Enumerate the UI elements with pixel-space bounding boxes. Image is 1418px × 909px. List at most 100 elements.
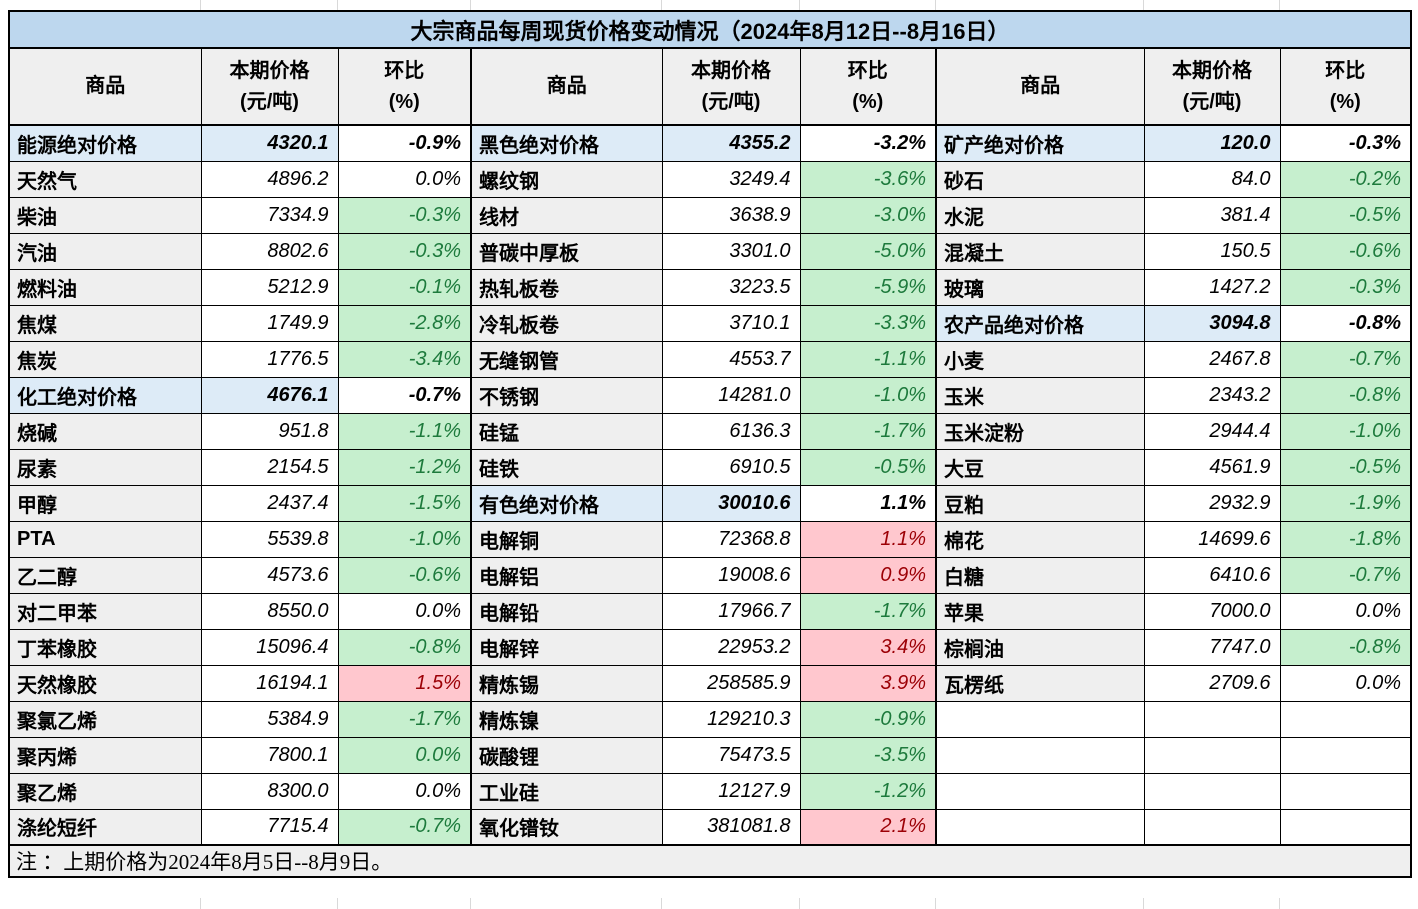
commodity-name-cell[interactable]: 烧碱 bbox=[8, 412, 202, 450]
pct-cell[interactable]: -0.2% bbox=[1279, 160, 1412, 198]
commodity-column-header[interactable]: 商品 bbox=[8, 47, 202, 126]
note-cell[interactable]: 注 ：上期价格为2024年8月5日--8月9日。 bbox=[8, 844, 1412, 878]
price-cell[interactable]: 2944.4 bbox=[1143, 412, 1281, 450]
pct-cell[interactable]: -0.3% bbox=[1279, 268, 1412, 306]
pct-column-header[interactable]: 环比 (%) bbox=[1279, 47, 1412, 126]
commodity-name-cell[interactable]: 聚乙烯 bbox=[8, 772, 202, 810]
commodity-name-cell[interactable]: PTA bbox=[8, 520, 202, 558]
price-cell[interactable]: 1776.5 bbox=[200, 340, 339, 378]
pct-cell[interactable]: -1.0% bbox=[1279, 412, 1412, 450]
commodity-name-cell[interactable] bbox=[935, 736, 1145, 774]
category-name-cell[interactable]: 有色绝对价格 bbox=[470, 484, 663, 522]
price-cell[interactable]: 5539.8 bbox=[200, 520, 339, 558]
commodity-name-cell[interactable]: 白糖 bbox=[935, 556, 1145, 594]
price-cell[interactable]: 381081.8 bbox=[661, 808, 801, 846]
pct-cell[interactable]: -3.2% bbox=[799, 124, 937, 162]
price-cell[interactable]: 381.4 bbox=[1143, 196, 1281, 234]
pct-cell[interactable] bbox=[1279, 808, 1412, 846]
commodity-name-cell[interactable]: 冷轧板卷 bbox=[470, 304, 663, 342]
pct-cell[interactable]: -3.4% bbox=[337, 340, 472, 378]
commodity-name-cell[interactable]: 硅锰 bbox=[470, 412, 663, 450]
price-cell[interactable]: 4320.1 bbox=[200, 124, 339, 162]
pct-cell[interactable]: -0.8% bbox=[1279, 628, 1412, 666]
commodity-name-cell[interactable]: 丁苯橡胶 bbox=[8, 628, 202, 666]
pct-cell[interactable]: -0.7% bbox=[337, 376, 472, 414]
price-cell[interactable] bbox=[1143, 700, 1281, 738]
commodity-name-cell[interactable]: 棕榈油 bbox=[935, 628, 1145, 666]
pct-cell[interactable]: 1.1% bbox=[799, 520, 937, 558]
pct-cell[interactable]: -0.8% bbox=[1279, 376, 1412, 414]
pct-column-header[interactable]: 环比 (%) bbox=[799, 47, 937, 126]
commodity-name-cell[interactable]: 螺纹钢 bbox=[470, 160, 663, 198]
commodity-name-cell[interactable] bbox=[935, 700, 1145, 738]
price-cell[interactable]: 4573.6 bbox=[200, 556, 339, 594]
pct-cell[interactable]: 0.0% bbox=[337, 736, 472, 774]
pct-cell[interactable]: -1.0% bbox=[337, 520, 472, 558]
price-cell[interactable] bbox=[1143, 736, 1281, 774]
pct-cell[interactable]: -0.3% bbox=[337, 232, 472, 270]
pct-cell[interactable]: -1.7% bbox=[799, 412, 937, 450]
commodity-name-cell[interactable]: 玉米 bbox=[935, 376, 1145, 414]
price-cell[interactable]: 19008.6 bbox=[661, 556, 801, 594]
pct-cell[interactable]: -1.1% bbox=[337, 412, 472, 450]
price-cell[interactable]: 4676.1 bbox=[200, 376, 339, 414]
category-name-cell[interactable]: 化工绝对价格 bbox=[8, 376, 202, 414]
price-cell[interactable] bbox=[1143, 808, 1281, 846]
commodity-name-cell[interactable]: 对二甲苯 bbox=[8, 592, 202, 630]
price-cell[interactable]: 2709.6 bbox=[1143, 664, 1281, 702]
price-cell[interactable]: 2437.4 bbox=[200, 484, 339, 522]
price-column-header[interactable]: 本期价格 (元/吨) bbox=[661, 47, 801, 126]
price-cell[interactable]: 15096.4 bbox=[200, 628, 339, 666]
pct-cell[interactable]: 1.5% bbox=[337, 664, 472, 702]
pct-cell[interactable]: 1.1% bbox=[799, 484, 937, 522]
commodity-name-cell[interactable]: 砂石 bbox=[935, 160, 1145, 198]
pct-cell[interactable]: -0.9% bbox=[337, 124, 472, 162]
price-cell[interactable]: 7000.0 bbox=[1143, 592, 1281, 630]
pct-cell[interactable]: -3.0% bbox=[799, 196, 937, 234]
pct-column-header[interactable]: 环比 (%) bbox=[337, 47, 472, 126]
commodity-name-cell[interactable]: 精炼镍 bbox=[470, 700, 663, 738]
commodity-name-cell[interactable]: 小麦 bbox=[935, 340, 1145, 378]
commodity-name-cell[interactable]: 天然橡胶 bbox=[8, 664, 202, 702]
commodity-name-cell[interactable]: 无缝钢管 bbox=[470, 340, 663, 378]
commodity-name-cell[interactable]: 涤纶短纤 bbox=[8, 808, 202, 846]
price-cell[interactable]: 4896.2 bbox=[200, 160, 339, 198]
commodity-name-cell[interactable]: 普碳中厚板 bbox=[470, 232, 663, 270]
commodity-name-cell[interactable]: 燃料油 bbox=[8, 268, 202, 306]
price-cell[interactable]: 30010.6 bbox=[661, 484, 801, 522]
price-column-header[interactable]: 本期价格 (元/吨) bbox=[1143, 47, 1281, 126]
pct-cell[interactable]: 3.4% bbox=[799, 628, 937, 666]
pct-cell[interactable]: -0.6% bbox=[1279, 232, 1412, 270]
commodity-name-cell[interactable]: 柴油 bbox=[8, 196, 202, 234]
commodity-name-cell[interactable]: 尿素 bbox=[8, 448, 202, 486]
price-cell[interactable]: 3094.8 bbox=[1143, 304, 1281, 342]
pct-cell[interactable]: -1.2% bbox=[799, 772, 937, 810]
price-cell[interactable]: 6410.6 bbox=[1143, 556, 1281, 594]
pct-cell[interactable]: -0.5% bbox=[799, 448, 937, 486]
pct-cell[interactable]: -0.7% bbox=[1279, 340, 1412, 378]
category-name-cell[interactable]: 能源绝对价格 bbox=[8, 124, 202, 162]
commodity-name-cell[interactable]: 玻璃 bbox=[935, 268, 1145, 306]
price-cell[interactable]: 12127.9 bbox=[661, 772, 801, 810]
price-cell[interactable]: 3638.9 bbox=[661, 196, 801, 234]
price-cell[interactable]: 6910.5 bbox=[661, 448, 801, 486]
price-cell[interactable]: 84.0 bbox=[1143, 160, 1281, 198]
commodity-name-cell[interactable]: 焦炭 bbox=[8, 340, 202, 378]
price-cell[interactable]: 5384.9 bbox=[200, 700, 339, 738]
price-cell[interactable]: 5212.9 bbox=[200, 268, 339, 306]
category-name-cell[interactable]: 黑色绝对价格 bbox=[470, 124, 663, 162]
price-cell[interactable]: 129210.3 bbox=[661, 700, 801, 738]
pct-cell[interactable]: -0.8% bbox=[1279, 304, 1412, 342]
price-cell[interactable]: 258585.9 bbox=[661, 664, 801, 702]
pct-cell[interactable]: -0.3% bbox=[337, 196, 472, 234]
price-cell[interactable]: 8550.0 bbox=[200, 592, 339, 630]
commodity-column-header[interactable]: 商品 bbox=[935, 47, 1145, 126]
price-cell[interactable]: 2343.2 bbox=[1143, 376, 1281, 414]
price-cell[interactable]: 951.8 bbox=[200, 412, 339, 450]
commodity-name-cell[interactable]: 豆粕 bbox=[935, 484, 1145, 522]
price-cell[interactable]: 150.5 bbox=[1143, 232, 1281, 270]
commodity-name-cell[interactable]: 线材 bbox=[470, 196, 663, 234]
price-cell[interactable]: 120.0 bbox=[1143, 124, 1281, 162]
pct-cell[interactable]: -1.0% bbox=[799, 376, 937, 414]
commodity-name-cell[interactable] bbox=[935, 772, 1145, 810]
